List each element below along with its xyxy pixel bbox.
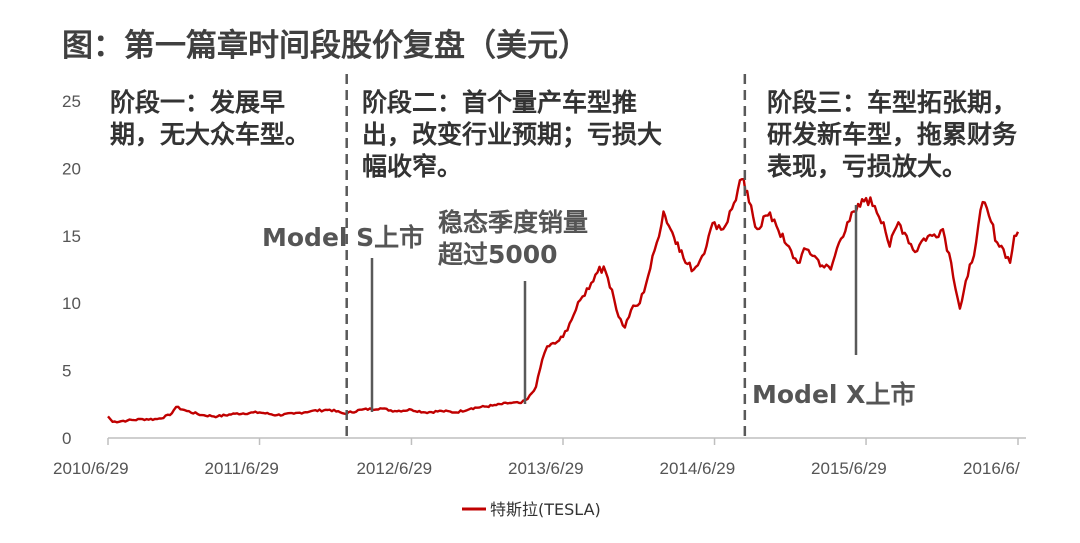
series-line-tesla	[107, 178, 1020, 424]
annotation-label-line: Model S上市	[262, 223, 424, 252]
y-tick-label: 20	[62, 159, 81, 178]
phase-label-line: 期，无大众车型。	[110, 120, 310, 149]
x-tick-label: 2015/6/29	[811, 459, 887, 478]
phase-label-line: 幅收窄。	[362, 152, 462, 181]
y-tick-label: 0	[62, 429, 71, 448]
y-tick-label: 15	[62, 227, 81, 246]
annotation-pointers	[370, 205, 858, 412]
phase-label-line: 出，改变行业预期；亏损大	[362, 120, 662, 149]
y-tick-label: 10	[62, 294, 81, 313]
legend-label: 特斯拉(TESLA)	[490, 500, 601, 519]
x-tick-label: 2016/6/	[963, 459, 1020, 478]
phase-label-line: 研发新车型，拖累财务	[767, 120, 1017, 149]
annotation-label-line: Model X上市	[752, 380, 915, 409]
phase-label-line: 阶段一：发展早	[110, 88, 285, 117]
y-axis-ticks: 0 5 10 15 20 25	[62, 92, 81, 448]
y-tick-label: 5	[62, 362, 71, 381]
x-tick-label: 2012/6/29	[356, 459, 432, 478]
series-layer	[107, 178, 1020, 424]
x-tick-label: 2010/6/29	[53, 459, 129, 478]
phase-label-line: 阶段二：首个量产车型推	[362, 88, 637, 117]
x-tick-label: 2013/6/29	[508, 459, 584, 478]
annotation-label-line: 稳态季度销量	[438, 208, 588, 237]
x-axis-ticks: 2010/6/29 2011/6/29 2012/6/29 2013/6/29 2014…	[53, 438, 1020, 478]
phase-dividers	[345, 74, 747, 442]
y-tick-label: 25	[62, 92, 81, 111]
phase-label-line: 表现，亏损放大。	[767, 152, 967, 181]
x-tick-label: 2014/6/29	[660, 459, 736, 478]
phase-label-line: 阶段三：车型拓张期，	[767, 88, 1017, 117]
annotation-label-line: 超过5000	[438, 240, 558, 269]
chart-title: 图：第一篇章时间段股价复盘（美元）	[62, 28, 589, 64]
x-tick-label: 2011/6/29	[205, 459, 279, 478]
legend: 特斯拉(TESLA)	[462, 500, 601, 519]
